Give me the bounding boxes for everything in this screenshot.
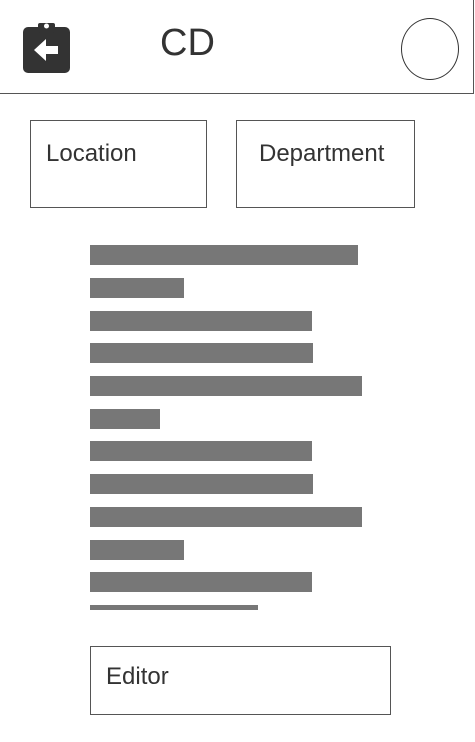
text-line-placeholder <box>90 507 362 527</box>
text-line-placeholder <box>90 605 258 610</box>
text-line-placeholder <box>90 311 312 331</box>
text-line-placeholder <box>90 572 312 592</box>
avatar[interactable] <box>401 18 459 80</box>
text-line-placeholder <box>90 343 313 363</box>
location-button[interactable]: Location <box>30 120 207 208</box>
text-line-placeholder <box>90 441 312 461</box>
page-title: CD <box>160 22 215 64</box>
department-label: Department <box>259 140 385 167</box>
location-label: Location <box>46 140 137 167</box>
text-line-placeholder <box>90 409 160 429</box>
text-line-placeholder <box>90 278 184 298</box>
text-line-placeholder <box>90 474 313 494</box>
app-header: CD <box>0 0 474 94</box>
editor-button[interactable]: Editor <box>90 646 391 715</box>
text-line-placeholder <box>90 245 358 265</box>
text-line-placeholder <box>90 540 184 560</box>
clipboard-back-icon[interactable] <box>23 21 70 73</box>
department-button[interactable]: Department <box>236 120 415 208</box>
text-line-placeholder <box>90 376 362 396</box>
editor-label: Editor <box>106 663 169 690</box>
